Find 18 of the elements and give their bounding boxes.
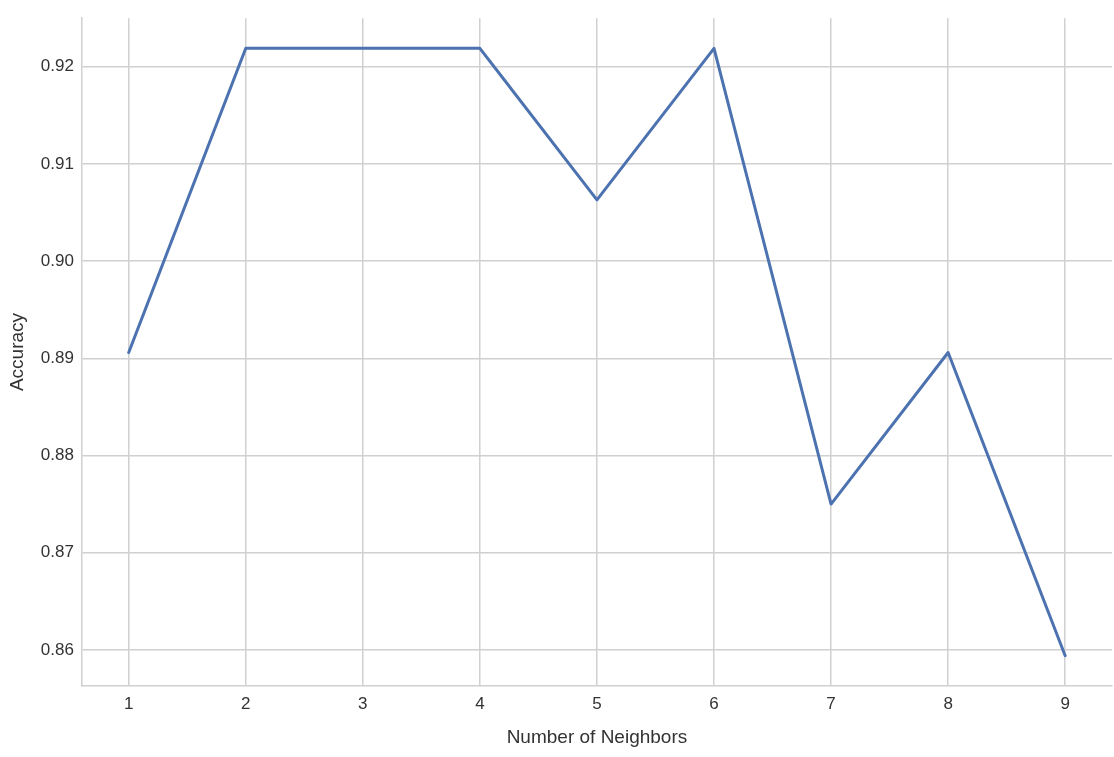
x-tick-label: 4 bbox=[475, 693, 485, 713]
x-tick-label: 8 bbox=[943, 693, 953, 713]
y-tick-label: 0.91 bbox=[40, 153, 74, 173]
x-tick-label: 2 bbox=[241, 693, 251, 713]
y-tick-label: 0.87 bbox=[40, 542, 74, 562]
x-tick-label: 1 bbox=[123, 693, 134, 713]
y-tick-label: 0.92 bbox=[40, 56, 74, 76]
y-tick-label: 0.86 bbox=[40, 639, 74, 659]
x-axis-title: Number of Neighbors bbox=[506, 725, 688, 747]
x-tick-label: 9 bbox=[1060, 693, 1070, 713]
x-tick-label: 7 bbox=[826, 693, 836, 713]
y-axis-title: Accuracy bbox=[5, 312, 27, 392]
x-tick-label: 3 bbox=[358, 693, 368, 713]
y-tick-label: 0.90 bbox=[40, 250, 74, 270]
x-tick-label: 6 bbox=[709, 693, 719, 713]
x-tick-label: 5 bbox=[592, 693, 602, 713]
y-tick-label: 0.89 bbox=[40, 348, 74, 367]
y-tick-label: 0.88 bbox=[40, 445, 74, 465]
